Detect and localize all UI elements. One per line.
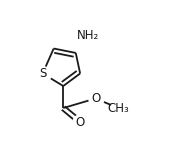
Text: O: O <box>76 116 85 128</box>
Text: O: O <box>91 92 100 105</box>
Text: NH₂: NH₂ <box>76 29 99 42</box>
Text: CH₃: CH₃ <box>107 102 129 115</box>
Text: S: S <box>39 67 46 80</box>
